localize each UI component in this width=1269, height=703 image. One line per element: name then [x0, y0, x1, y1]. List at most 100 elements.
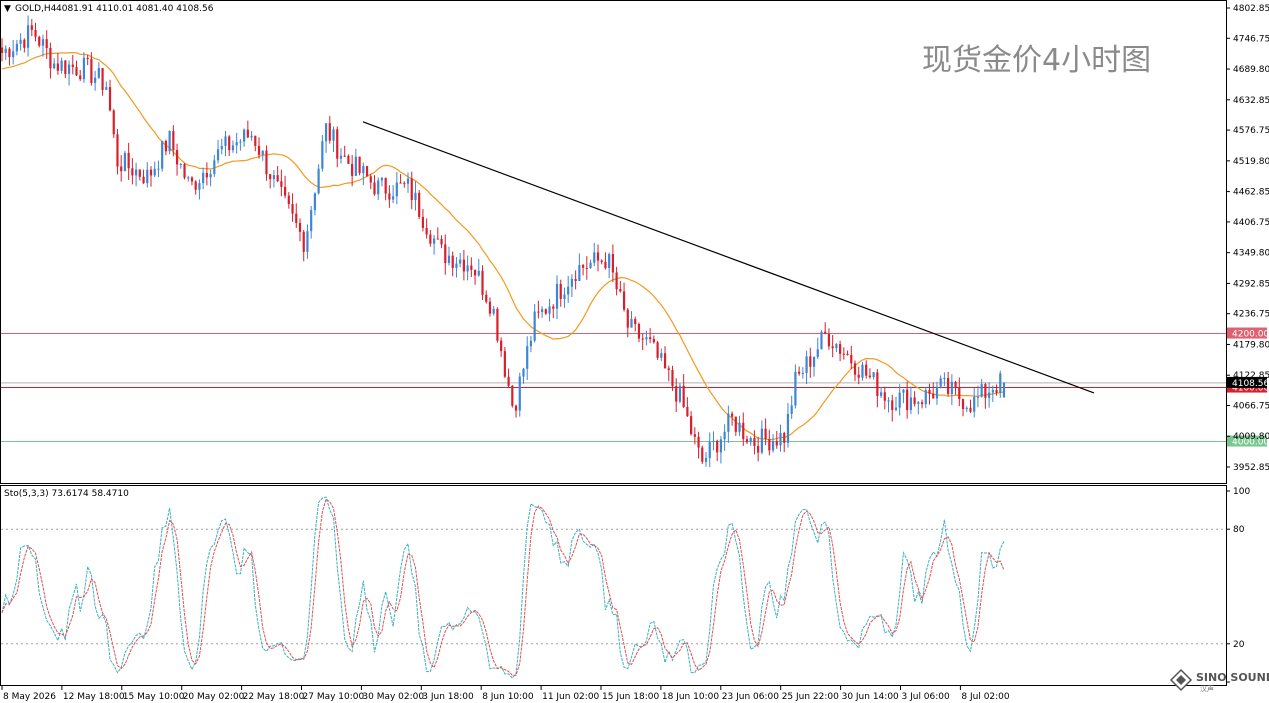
candle-body	[675, 386, 678, 402]
candle-body	[310, 210, 313, 232]
candle	[131, 158, 134, 185]
candle-body	[302, 231, 305, 252]
trendline[interactable]	[362, 121, 1095, 394]
candle-body	[920, 402, 924, 405]
candle	[228, 135, 231, 157]
candle	[481, 265, 484, 301]
candle-body	[879, 392, 883, 396]
candle	[898, 384, 901, 416]
candle-body	[280, 181, 283, 187]
candle-body	[425, 227, 428, 235]
y-tick-label: 4746.75	[1233, 34, 1269, 44]
symbol-menu-arrow[interactable]: ▼	[4, 4, 11, 14]
candle	[950, 374, 953, 406]
candle	[8, 47, 11, 66]
candle-body	[537, 311, 540, 313]
candle	[667, 365, 670, 382]
candle-body	[45, 39, 48, 49]
candle-body	[183, 164, 186, 178]
candle-body	[660, 353, 663, 358]
candle	[850, 345, 853, 370]
candle	[444, 234, 447, 275]
candle-body	[753, 437, 756, 446]
candle	[671, 365, 674, 391]
candle-body	[906, 389, 909, 411]
candle	[619, 280, 622, 293]
candle	[548, 298, 551, 322]
candle-body	[358, 156, 361, 174]
level-label-pivot: 4100.00	[1232, 384, 1269, 394]
candle-body	[202, 172, 205, 184]
candle-body	[287, 195, 290, 205]
candle	[90, 52, 93, 86]
candle-body	[567, 286, 570, 295]
candle	[276, 166, 279, 183]
candle	[742, 412, 745, 446]
x-tick-label: 8 Jul 02:00	[961, 692, 1010, 702]
candle	[30, 19, 33, 37]
candle	[466, 255, 469, 281]
candle	[865, 360, 868, 379]
candle-body	[306, 231, 309, 252]
candle	[283, 175, 287, 199]
candle-body	[604, 261, 607, 269]
candle-body	[30, 25, 33, 30]
candle	[835, 342, 838, 352]
candle	[723, 424, 726, 451]
candle	[45, 30, 48, 59]
candle-body	[939, 378, 942, 387]
x-tick-label: 8 Jun 10:00	[482, 692, 534, 702]
candle	[991, 385, 994, 402]
stoch-tick-label: 20	[1233, 640, 1245, 650]
candle	[503, 347, 506, 378]
candle	[194, 180, 197, 195]
candle-body	[432, 238, 436, 244]
candle-body	[138, 169, 141, 177]
candle	[243, 128, 246, 147]
candle	[324, 123, 328, 153]
candle	[596, 244, 600, 272]
candle	[839, 340, 842, 362]
x-tick-label: 3 Jun 18:00	[422, 692, 474, 702]
candle	[224, 130, 227, 157]
candle-body	[12, 51, 15, 58]
candle	[678, 383, 682, 404]
stoch-panel-frame	[0, 485, 1227, 686]
candle-body	[768, 439, 771, 451]
candle	[205, 162, 208, 186]
candle	[56, 52, 59, 75]
candle-body	[4, 48, 7, 53]
candle	[585, 256, 588, 280]
candle-body	[60, 60, 63, 71]
candle-body	[377, 180, 380, 195]
candle	[380, 176, 384, 187]
x-tick-label: 30 May 02:00	[362, 692, 424, 702]
candle	[75, 60, 78, 77]
candle	[246, 120, 249, 139]
candle	[917, 400, 920, 415]
candle-body	[611, 254, 614, 273]
candle-body	[49, 48, 52, 69]
candle-body	[771, 440, 775, 451]
candle-body	[857, 374, 860, 378]
candle-body	[976, 396, 980, 398]
candle-body	[257, 145, 261, 155]
candle	[328, 115, 331, 144]
candle	[120, 155, 123, 182]
candle	[645, 330, 648, 346]
candle-body	[19, 39, 22, 44]
candle-body	[71, 64, 74, 68]
candle	[846, 350, 849, 356]
candle	[190, 176, 194, 186]
stochastic-lines	[1, 496, 1005, 679]
candle-body	[146, 169, 149, 184]
candle-body	[798, 371, 801, 374]
candle	[280, 169, 283, 197]
candle-body	[652, 338, 655, 343]
candle-body	[626, 309, 629, 328]
candle	[738, 415, 741, 436]
candle-body	[365, 166, 369, 177]
candle	[641, 333, 644, 351]
